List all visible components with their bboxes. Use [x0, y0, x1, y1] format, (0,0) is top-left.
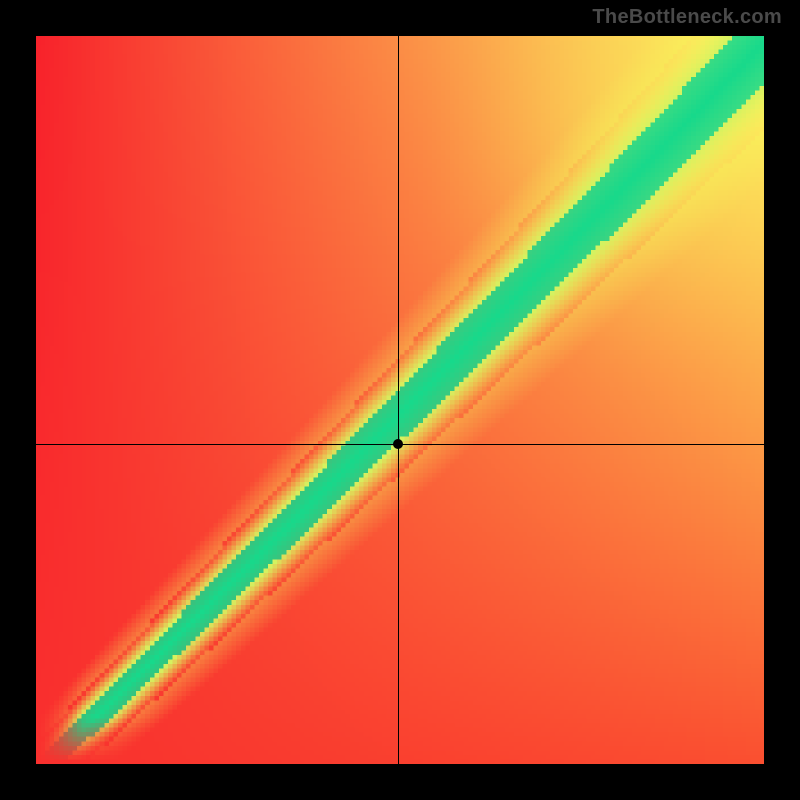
watermark-text: TheBottleneck.com [592, 6, 782, 29]
data-point-marker [393, 439, 403, 449]
plot-area [36, 36, 764, 764]
chart-container: TheBottleneck.com [0, 0, 800, 800]
heatmap-canvas [36, 36, 764, 764]
crosshair-vertical [398, 36, 399, 764]
